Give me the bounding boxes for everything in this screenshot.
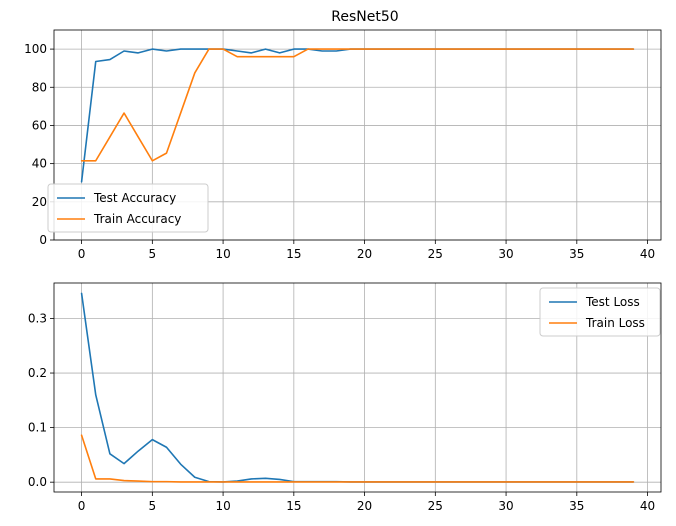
x-tick-label: 10 [215,499,230,513]
series-line-train-accuracy [80,48,635,162]
x-tick-label: 25 [428,499,443,513]
legend-label: Test Loss [585,295,640,309]
legend-label: Train Loss [585,316,645,330]
legend: Test Loss Train Loss [539,287,661,337]
y-tick-label: 80 [32,80,47,94]
x-tick-label: 15 [286,499,301,513]
x-tick-label: 0 [78,499,86,513]
x-tick-label: 40 [640,499,655,513]
y-tick-label: 20 [32,195,47,209]
y-tick-label: 60 [32,118,47,132]
x-tick-label: 20 [357,247,372,261]
x-tick-label: 35 [569,247,584,261]
y-tick-label: 0.1 [28,421,47,435]
y-tick-label: 0.2 [28,366,47,380]
y-tick-label: 0 [39,233,47,247]
x-tick-label: 15 [286,247,301,261]
x-tick-label: 40 [640,247,655,261]
x-tick-label: 10 [215,247,230,261]
x-tick-label: 0 [78,247,86,261]
y-tick-label: 40 [32,157,47,171]
series-line-train-loss [80,434,635,483]
legend: Test Accuracy Train Accuracy [47,183,209,233]
x-tick-label: 5 [149,499,157,513]
legend-label: Test Accuracy [93,191,176,205]
chart-title: ResNet50 [331,9,398,25]
loss-chart: 0 5 10 15 20 25 30 35 40 0.0 0.1 0.2 0.3 Test Loss Tra… [28,282,662,513]
y-tick-label: 100 [24,42,47,56]
legend-box [539,287,661,337]
x-tick-label: 25 [428,247,443,261]
x-tick-label: 30 [498,499,513,513]
x-tick-label: 35 [569,499,584,513]
y-tick-label: 0.0 [28,475,47,489]
x-tick-label: 30 [498,247,513,261]
y-tick-label: 0.3 [28,311,47,325]
legend-box [47,183,209,233]
accuracy-chart: ResNet50 0 5 10 15 20 25 30 35 40 0 20 40 60 80 100 Tes… [24,9,662,261]
x-tick-label: 5 [149,247,157,261]
legend-label: Train Accuracy [93,212,181,226]
series-line-test-accuracy [80,48,635,183]
x-tick-label: 20 [357,499,372,513]
axes-frame [53,282,662,493]
axes-frame [53,29,662,241]
